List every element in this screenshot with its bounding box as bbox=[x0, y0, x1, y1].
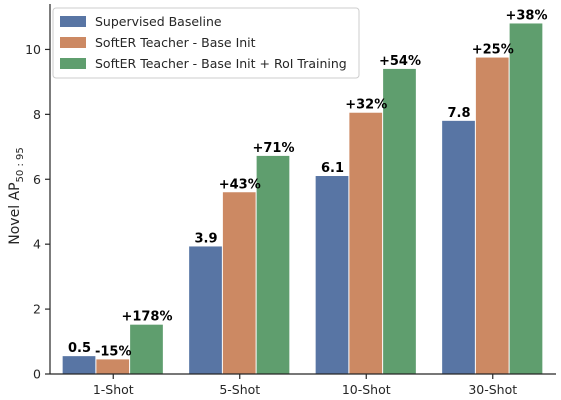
data-label-0-2: 6.1 bbox=[321, 161, 344, 176]
data-label-2-1: +71% bbox=[252, 141, 294, 156]
legend-items: Supervised Baseline SoftER Teacher - Base… bbox=[60, 14, 347, 71]
data-label-0-0: 0.5 bbox=[68, 341, 91, 356]
y-tick-label-5: 10 bbox=[25, 42, 41, 57]
bar-0-3 bbox=[442, 120, 475, 374]
legend-swatch-0 bbox=[60, 16, 86, 27]
bars-group bbox=[62, 23, 543, 375]
legend-frame bbox=[52, 7, 360, 79]
x-tick-label-3: 30-Shot bbox=[468, 382, 517, 397]
legend-swatch-2 bbox=[60, 58, 86, 69]
y-axis-title-subscript: 50 : 95 bbox=[15, 147, 26, 182]
bar-1-1 bbox=[222, 192, 256, 374]
y-axis-title-main: Novel AP bbox=[7, 182, 23, 244]
data-label-1-1: +43% bbox=[219, 177, 261, 192]
y-ticks-group: 0 2 4 6 8 10 bbox=[25, 42, 50, 382]
x-ticks-group: 1-Shot 5-Shot 10-Shot 30-Shot bbox=[93, 374, 517, 397]
y-tick-label-4: 8 bbox=[33, 107, 41, 122]
bar-1-0 bbox=[96, 359, 130, 374]
bar-1-3 bbox=[475, 57, 509, 375]
legend-label-1: SoftER Teacher - Base Init bbox=[95, 35, 256, 50]
y-tick-label-1: 2 bbox=[33, 302, 41, 317]
data-label-1-3: +25% bbox=[472, 43, 514, 58]
legend: Supervised Baseline SoftER Teacher - Base… bbox=[52, 7, 360, 79]
bar-0-1 bbox=[189, 246, 222, 374]
bar-0-0 bbox=[62, 356, 96, 374]
data-label-1-0: -15% bbox=[95, 344, 132, 359]
y-axis-title: Novel AP50 : 95 bbox=[7, 147, 26, 244]
bar-2-2 bbox=[383, 68, 416, 374]
data-label-2-0: +178% bbox=[121, 310, 172, 325]
data-labels-group: 0.5 3.9 6.1 7.8 -15% +43% +32% +25% +178% +71% +54… bbox=[68, 8, 547, 359]
x-tick-label-2: 10-Shot bbox=[342, 382, 391, 397]
data-label-2-2: +54% bbox=[379, 54, 421, 69]
y-tick-label-3: 6 bbox=[33, 172, 41, 187]
bar-1-2 bbox=[349, 112, 383, 374]
y-tick-label-2: 4 bbox=[33, 237, 41, 252]
legend-swatch-1 bbox=[60, 37, 86, 48]
bar-0-2 bbox=[315, 176, 349, 374]
x-tick-label-1: 5-Shot bbox=[219, 382, 260, 397]
data-label-1-2: +32% bbox=[345, 98, 387, 113]
y-tick-label-0: 0 bbox=[33, 367, 41, 382]
data-label-0-3: 7.8 bbox=[448, 106, 471, 121]
bar-2-1 bbox=[256, 155, 290, 374]
bar-2-0 bbox=[130, 324, 163, 374]
x-tick-label-0: 1-Shot bbox=[93, 382, 134, 397]
legend-label-0: Supervised Baseline bbox=[95, 14, 222, 29]
data-label-2-3: +38% bbox=[505, 8, 547, 23]
bar-2-3 bbox=[509, 23, 543, 374]
legend-label-2: SoftER Teacher - Base Init + RoI Trainin… bbox=[95, 56, 347, 71]
data-label-0-1: 3.9 bbox=[195, 231, 218, 246]
